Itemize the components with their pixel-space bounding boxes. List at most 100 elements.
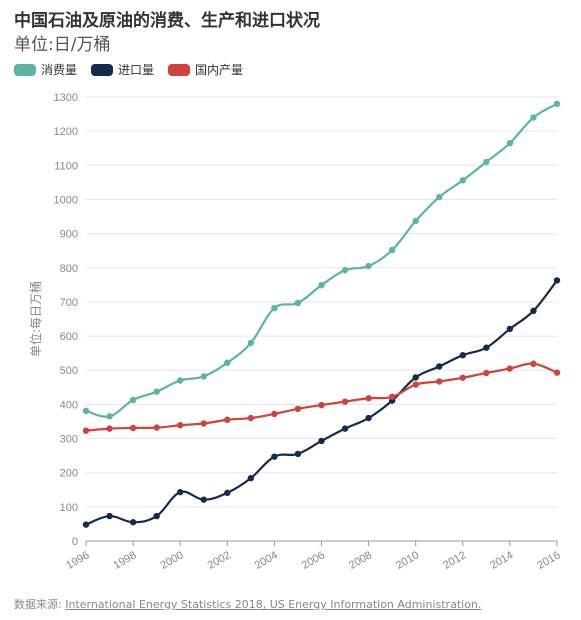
legend-item-consumption[interactable]: 消费量 — [14, 61, 77, 78]
data-point-consumption[interactable] — [365, 262, 372, 270]
data-point-production[interactable] — [318, 401, 325, 409]
data-point-imports[interactable] — [271, 453, 278, 460]
data-point-consumption[interactable] — [530, 114, 537, 121]
x-tick-label: 2016 — [535, 549, 562, 572]
legend-swatch-imports — [91, 63, 114, 76]
data-point-consumption[interactable] — [224, 359, 231, 366]
data-point-imports[interactable] — [341, 425, 349, 432]
footer: 数据来源: International Energy Statistics 20… — [14, 596, 481, 612]
y-tick-label: 300 — [60, 434, 78, 446]
data-point-consumption[interactable] — [271, 304, 278, 312]
data-point-consumption[interactable] — [153, 388, 160, 395]
data-point-production[interactable] — [106, 425, 113, 432]
data-point-imports[interactable] — [506, 325, 514, 333]
y-tick-label: 1000 — [54, 194, 78, 206]
data-point-production[interactable] — [412, 381, 419, 388]
x-tick-label: 2014 — [488, 549, 515, 572]
data-point-production[interactable] — [271, 410, 278, 418]
legend: 消费量 进口量 国内产量 — [14, 61, 243, 78]
data-point-consumption[interactable] — [459, 177, 466, 184]
y-tick-label: 400 — [60, 399, 78, 411]
data-point-consumption[interactable] — [294, 299, 302, 307]
data-point-consumption[interactable] — [388, 246, 396, 254]
legend-swatch-production — [168, 63, 191, 76]
data-point-production[interactable] — [388, 393, 396, 401]
data-point-consumption[interactable] — [483, 158, 490, 166]
data-point-production[interactable] — [82, 427, 90, 434]
data-point-consumption[interactable] — [412, 217, 419, 225]
data-point-imports[interactable] — [436, 363, 443, 370]
footer-prefix: 数据来源: — [14, 598, 62, 611]
y-tick-label: 900 — [60, 229, 78, 241]
data-point-production[interactable] — [294, 405, 302, 413]
y-tick-label: 1100 — [54, 160, 78, 172]
y-axis-label: 单位:每日万桶 — [28, 281, 43, 357]
data-point-consumption[interactable] — [106, 413, 113, 420]
data-point-production[interactable] — [341, 398, 349, 405]
data-point-imports[interactable] — [177, 488, 184, 496]
data-point-imports[interactable] — [294, 450, 302, 458]
data-point-imports[interactable] — [82, 521, 90, 528]
y-tick-label: 100 — [60, 502, 78, 514]
data-point-production[interactable] — [247, 414, 255, 422]
data-point-consumption[interactable] — [553, 100, 561, 108]
data-point-imports[interactable] — [553, 277, 561, 284]
data-point-imports[interactable] — [412, 374, 419, 381]
data-point-production[interactable] — [436, 378, 443, 385]
y-tick-label: 1200 — [54, 126, 78, 138]
data-point-production[interactable] — [177, 422, 184, 429]
data-point-consumption[interactable] — [341, 266, 349, 274]
source-link[interactable]: International Energy Statistics 2018, US… — [65, 598, 482, 611]
data-point-imports[interactable] — [106, 512, 113, 520]
data-point-imports[interactable] — [530, 307, 537, 315]
data-point-imports[interactable] — [247, 474, 255, 482]
data-point-production[interactable] — [200, 420, 207, 427]
data-point-imports[interactable] — [459, 352, 466, 359]
data-point-imports[interactable] — [224, 489, 231, 497]
x-tick-label: 1996 — [64, 549, 91, 572]
data-point-consumption[interactable] — [247, 339, 255, 347]
x-tick-label: 2012 — [441, 549, 468, 572]
data-point-imports[interactable] — [365, 414, 372, 422]
data-point-production[interactable] — [530, 360, 537, 367]
y-tick-label: 1300 — [54, 92, 78, 104]
y-tick-label: 600 — [60, 331, 78, 343]
data-point-imports[interactable] — [318, 437, 325, 445]
data-point-imports[interactable] — [153, 512, 160, 520]
x-tick-label: 2002 — [206, 549, 233, 572]
x-tick-label: 2008 — [347, 549, 374, 572]
legend-swatch-consumption — [14, 63, 36, 76]
data-point-consumption[interactable] — [82, 407, 90, 415]
data-point-production[interactable] — [153, 424, 160, 431]
legend-label-production: 国内产量 — [195, 63, 244, 77]
data-point-imports[interactable] — [483, 344, 490, 351]
data-point-consumption[interactable] — [177, 377, 184, 384]
legend-label-imports: 进口量 — [118, 63, 155, 77]
y-tick-label: 500 — [60, 365, 78, 377]
legend-label-consumption: 消费量 — [41, 63, 78, 77]
data-point-consumption[interactable] — [506, 139, 514, 147]
data-point-production[interactable] — [224, 416, 231, 423]
x-tick-label: 2006 — [300, 549, 327, 572]
data-point-imports[interactable] — [129, 519, 137, 526]
data-point-consumption[interactable] — [318, 281, 325, 289]
data-point-imports[interactable] — [200, 496, 207, 503]
legend-item-imports[interactable]: 进口量 — [91, 61, 154, 78]
data-point-consumption[interactable] — [436, 193, 443, 201]
data-point-production[interactable] — [553, 369, 561, 376]
line-chart: 0 100 200 300 400 500 600 700 800 900 1000 1100 1200… — [28, 92, 563, 572]
data-point-production[interactable] — [506, 365, 514, 372]
data-point-consumption[interactable] — [200, 373, 207, 380]
data-point-production[interactable] — [129, 424, 137, 432]
x-tick-label: 1998 — [111, 549, 138, 572]
legend-item-production[interactable]: 国内产量 — [168, 61, 243, 78]
y-tick-label: 0 — [72, 536, 78, 548]
data-point-production[interactable] — [459, 374, 466, 381]
x-tick-label: 2004 — [253, 549, 280, 572]
chart-title: 中国石油及原油的消费、生产和进口状况 — [14, 11, 320, 31]
data-point-production[interactable] — [483, 369, 490, 377]
x-tick-label: 2010 — [394, 549, 421, 572]
y-tick-label: 700 — [60, 297, 78, 309]
data-point-consumption[interactable] — [129, 396, 137, 404]
data-point-production[interactable] — [365, 395, 372, 402]
